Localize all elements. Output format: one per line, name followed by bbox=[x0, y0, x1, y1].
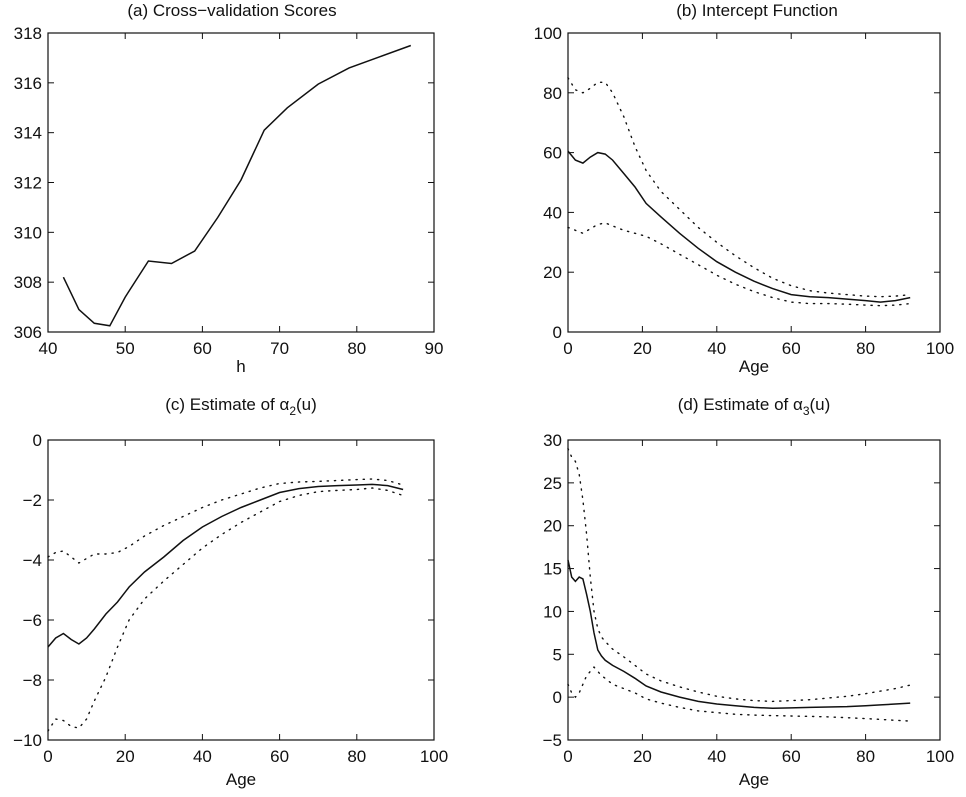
panel-d-xtick-label: 0 bbox=[563, 747, 572, 766]
panel-d-ytick-label: −5 bbox=[543, 731, 562, 750]
panel-d-upper-band bbox=[567, 447, 911, 703]
panel-a-ytick-label: 314 bbox=[14, 124, 42, 143]
panel-a-grid: 40 50 60 70 80 90 306 308 310 312 314 316 318 bbox=[14, 24, 444, 358]
panel-d-ytick-label: 0 bbox=[553, 688, 562, 707]
panel-a-ytick-label: 308 bbox=[14, 273, 42, 292]
panel-d: (d) Estimate of α3(u) 0 20 40 60 80 100−50510… bbox=[543, 395, 955, 789]
panel-c-upper-band bbox=[47, 478, 404, 564]
panel-d-title: (d) Estimate of α3(u) bbox=[678, 395, 831, 418]
panel-b-xtick-label: 100 bbox=[926, 339, 954, 358]
panel-d-xtick-label: 80 bbox=[856, 747, 875, 766]
panel-c-xtick-label: 60 bbox=[270, 747, 289, 766]
panel-d-ytick-label: 10 bbox=[543, 602, 562, 621]
panel-c-xtick-label: 100 bbox=[420, 747, 448, 766]
panel-b-ytick-label: 0 bbox=[553, 323, 562, 342]
panel-a-ytick-label: 318 bbox=[14, 24, 42, 43]
panel-a-ytick-label: 306 bbox=[14, 323, 42, 342]
panel-d-ytick-label: 15 bbox=[543, 560, 562, 579]
panel-b-xtick-label: 80 bbox=[856, 339, 875, 358]
panel-b-ytick-label: 20 bbox=[543, 263, 562, 282]
panel-a-ytick-label: 310 bbox=[14, 223, 42, 242]
panel-b-title: (b) Intercept Function bbox=[676, 1, 838, 20]
panel-b: (b) Intercept Function 0 20 40 60 80 100 0 20 40… bbox=[534, 1, 955, 376]
panel-d-lower-band bbox=[567, 666, 911, 722]
panel-b-ytick-label: 40 bbox=[543, 203, 562, 222]
panel-c-title-main: (c) Estimate of α bbox=[165, 395, 289, 414]
panel-a-xtick-label: 60 bbox=[193, 339, 212, 358]
panel-b-upper-band bbox=[567, 77, 911, 298]
panel-b-frame bbox=[567, 32, 941, 333]
panel-c-lower-band bbox=[47, 487, 404, 732]
panel-d-title-main: (d) Estimate of α bbox=[678, 395, 803, 414]
panel-d-ytick-label: 20 bbox=[543, 517, 562, 536]
panel-b-grid: 0 20 40 60 80 100 0 20 40 60 80 100 bbox=[534, 24, 955, 358]
panel-b-ytick-label: 100 bbox=[534, 24, 562, 43]
panel-a-xtick-label: 70 bbox=[270, 339, 289, 358]
panel-a-xtick-label: 40 bbox=[39, 339, 58, 358]
panel-c-title-suffix: (u) bbox=[296, 395, 317, 414]
panel-c-ytick-label: −10 bbox=[13, 731, 42, 750]
panel-c-ytick-label: −6 bbox=[23, 611, 42, 630]
panel-b-xtick-label: 0 bbox=[563, 339, 572, 358]
panel-b-ytick-label: 60 bbox=[543, 144, 562, 163]
panel-c-xlabel: Age bbox=[226, 770, 256, 789]
panel-d-ytick-label: 5 bbox=[553, 645, 562, 664]
panel-a-frame bbox=[47, 32, 435, 333]
panel-b-xlabel: Age bbox=[739, 357, 769, 376]
panel-b-xtick-label: 20 bbox=[633, 339, 652, 358]
panel-d-frame bbox=[567, 439, 941, 741]
panel-a-title: (a) Cross−validation Scores bbox=[127, 1, 336, 20]
panel-c-title: (c) Estimate of α2(u) bbox=[165, 395, 317, 418]
panel-c-title-sub: 2 bbox=[289, 404, 296, 418]
panel-c-estimate-line bbox=[47, 483, 404, 648]
panel-a: (a) Cross−validation Scores 40 50 60 70 80 90… bbox=[14, 1, 444, 376]
panel-c-frame bbox=[47, 439, 435, 741]
panel-b-estimate-line bbox=[567, 150, 911, 303]
panel-c-xtick-label: 0 bbox=[43, 747, 52, 766]
panel-c-ytick-label: −2 bbox=[23, 491, 42, 510]
panel-d-title-suffix: (u) bbox=[810, 395, 831, 414]
panel-c-grid: 0 20 40 60 80 100 −10 −8 −6 −4 −2 0 bbox=[13, 431, 448, 766]
panel-c: (c) Estimate of α2(u) 0 20 40 60 80 100−10−8−… bbox=[13, 395, 448, 789]
panel-d-xlabel: Age bbox=[739, 770, 769, 789]
panel-a-ytick-label: 312 bbox=[14, 174, 42, 193]
panel-c-ytick-label: 0 bbox=[33, 431, 42, 450]
panel-a-ytick-label: 316 bbox=[14, 74, 42, 93]
panel-a-xlabel: h bbox=[236, 357, 245, 376]
panel-d-estimate-line bbox=[567, 559, 911, 710]
panel-c-xtick-label: 40 bbox=[193, 747, 212, 766]
panel-b-ytick-label: 80 bbox=[543, 84, 562, 103]
panel-d-xtick-label: 100 bbox=[926, 747, 954, 766]
panel-d-xtick-label: 20 bbox=[633, 747, 652, 766]
panel-c-ytick-label: −8 bbox=[23, 671, 42, 690]
panel-d-ytick-label: 30 bbox=[543, 431, 562, 450]
panel-d-xtick-label: 40 bbox=[707, 747, 726, 766]
panel-d-title-sub: 3 bbox=[803, 404, 810, 418]
panel-a-xtick-label: 50 bbox=[116, 339, 135, 358]
panel-c-xtick-label: 80 bbox=[347, 747, 366, 766]
panel-c-ytick-label: −4 bbox=[23, 551, 42, 570]
panel-c-xtick-label: 20 bbox=[116, 747, 135, 766]
panel-a-line bbox=[62, 44, 412, 327]
panel-b-xtick-label: 60 bbox=[782, 339, 801, 358]
panel-b-lower-band bbox=[567, 222, 911, 307]
panel-b-xtick-label: 40 bbox=[707, 339, 726, 358]
panel-d-ytick-label: 25 bbox=[543, 474, 562, 493]
panel-d-xtick-label: 60 bbox=[782, 747, 801, 766]
panel-a-xtick-label: 90 bbox=[425, 339, 444, 358]
panel-a-xtick-label: 80 bbox=[347, 339, 366, 358]
